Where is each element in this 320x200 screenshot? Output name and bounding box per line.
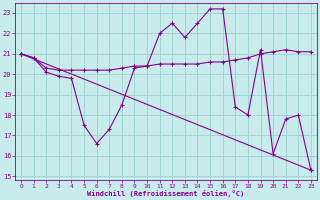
X-axis label: Windchill (Refroidissement éolien,°C): Windchill (Refroidissement éolien,°C) [87,190,244,197]
